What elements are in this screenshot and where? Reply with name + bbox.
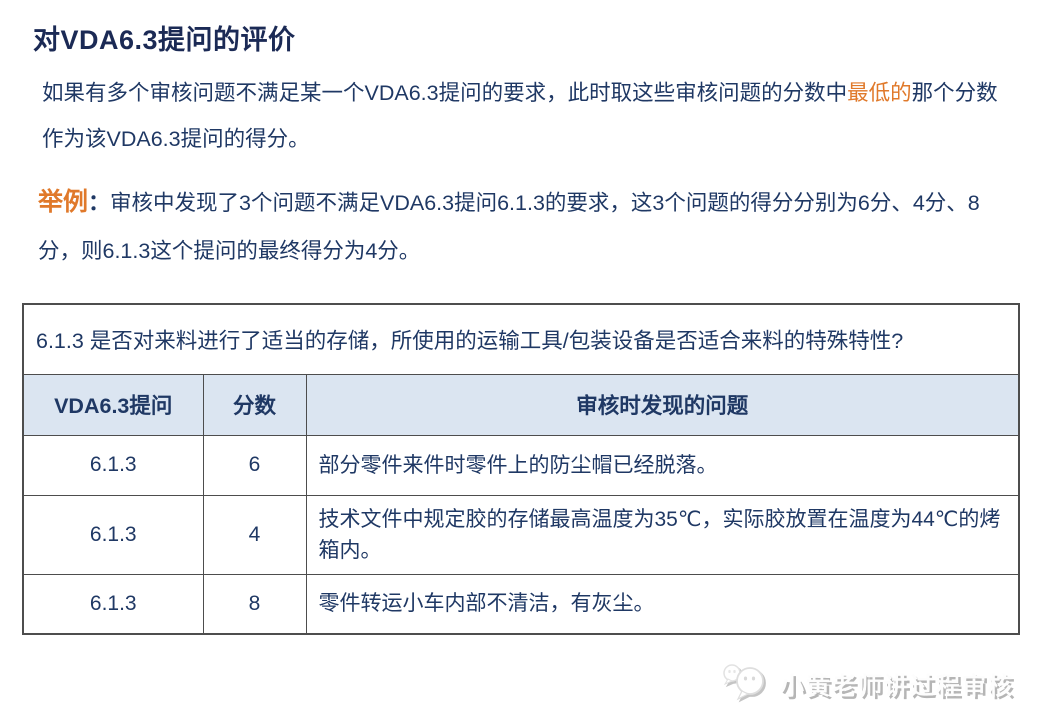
page-title: 对VDA6.3提问的评价	[33, 25, 296, 55]
cell-question-no: 6.1.3	[22, 494, 204, 575]
cell-score: 4	[202, 494, 307, 575]
intro-highlight-lowest: 最低的	[847, 81, 912, 105]
example-paragraph: 举例：审核中发现了3个问题不满足VDA6.3提问6.1.3的要求，这3个问题的得…	[38, 178, 1008, 275]
example-colon: ：	[88, 190, 111, 215]
example-label: 举例	[38, 188, 89, 216]
cell-question-no: 6.1.3	[22, 434, 204, 496]
cell-finding: 技术文件中规定胶的存储最高温度为35℃，实际胶放置在温度为44℃的烤箱内。	[305, 494, 1020, 575]
example-text: 审核中发现了3个问题不满足VDA6.3提问6.1.3的要求，这3个问题的得分分别…	[38, 191, 980, 263]
intro-text-part2: 那个分数作为该VDA6.3提问的得分。	[42, 81, 998, 151]
table-question-row: 6.1.3 是否对来料进行了适当的存储，所使用的运输工具/包装设备是否适合来料的…	[22, 303, 1020, 375]
column-header-vda-question: VDA6.3提问	[22, 373, 204, 436]
chat-bubbles-face-logo-icon	[723, 664, 764, 701]
cell-score: 6	[202, 434, 307, 496]
vda-question-text: 6.1.3 是否对来料进行了适当的存储，所使用的运输工具/包装设备是否适合来料的…	[22, 303, 1020, 375]
table-row: 6.1.3 4 技术文件中规定胶的存储最高温度为35℃，实际胶放置在温度为44℃…	[22, 494, 1020, 575]
table-header-row: VDA6.3提问 分数 审核时发现的问题	[22, 373, 1020, 436]
column-header-score: 分数	[202, 373, 307, 436]
cell-finding: 部分零件来件时零件上的防尘帽已经脱落。	[305, 434, 1020, 496]
column-header-findings: 审核时发现的问题	[305, 373, 1020, 436]
cell-finding: 零件转运小车内部不清洁，有灰尘。	[305, 573, 1020, 635]
audit-findings-table: 6.1.3 是否对来料进行了适当的存储，所使用的运输工具/包装设备是否适合来料的…	[22, 303, 1021, 635]
table-row: 6.1.3 8 零件转运小车内部不清洁，有灰尘。	[22, 573, 1020, 635]
watermark: 小黄老师讲过程审核	[722, 662, 1014, 704]
table-row: 6.1.3 6 部分零件来件时零件上的防尘帽已经脱落。	[22, 434, 1020, 496]
cell-question-no: 6.1.3	[22, 573, 204, 635]
intro-text-part1: 如果有多个审核问题不满足某一个VDA6.3提问的要求，此时取这些审核问题的分数中	[42, 81, 848, 105]
intro-paragraph: 如果有多个审核问题不满足某一个VDA6.3提问的要求，此时取这些审核问题的分数中…	[42, 70, 1002, 162]
watermark-text: 小黄老师讲过程审核	[780, 672, 1014, 700]
cell-score: 8	[202, 573, 307, 635]
